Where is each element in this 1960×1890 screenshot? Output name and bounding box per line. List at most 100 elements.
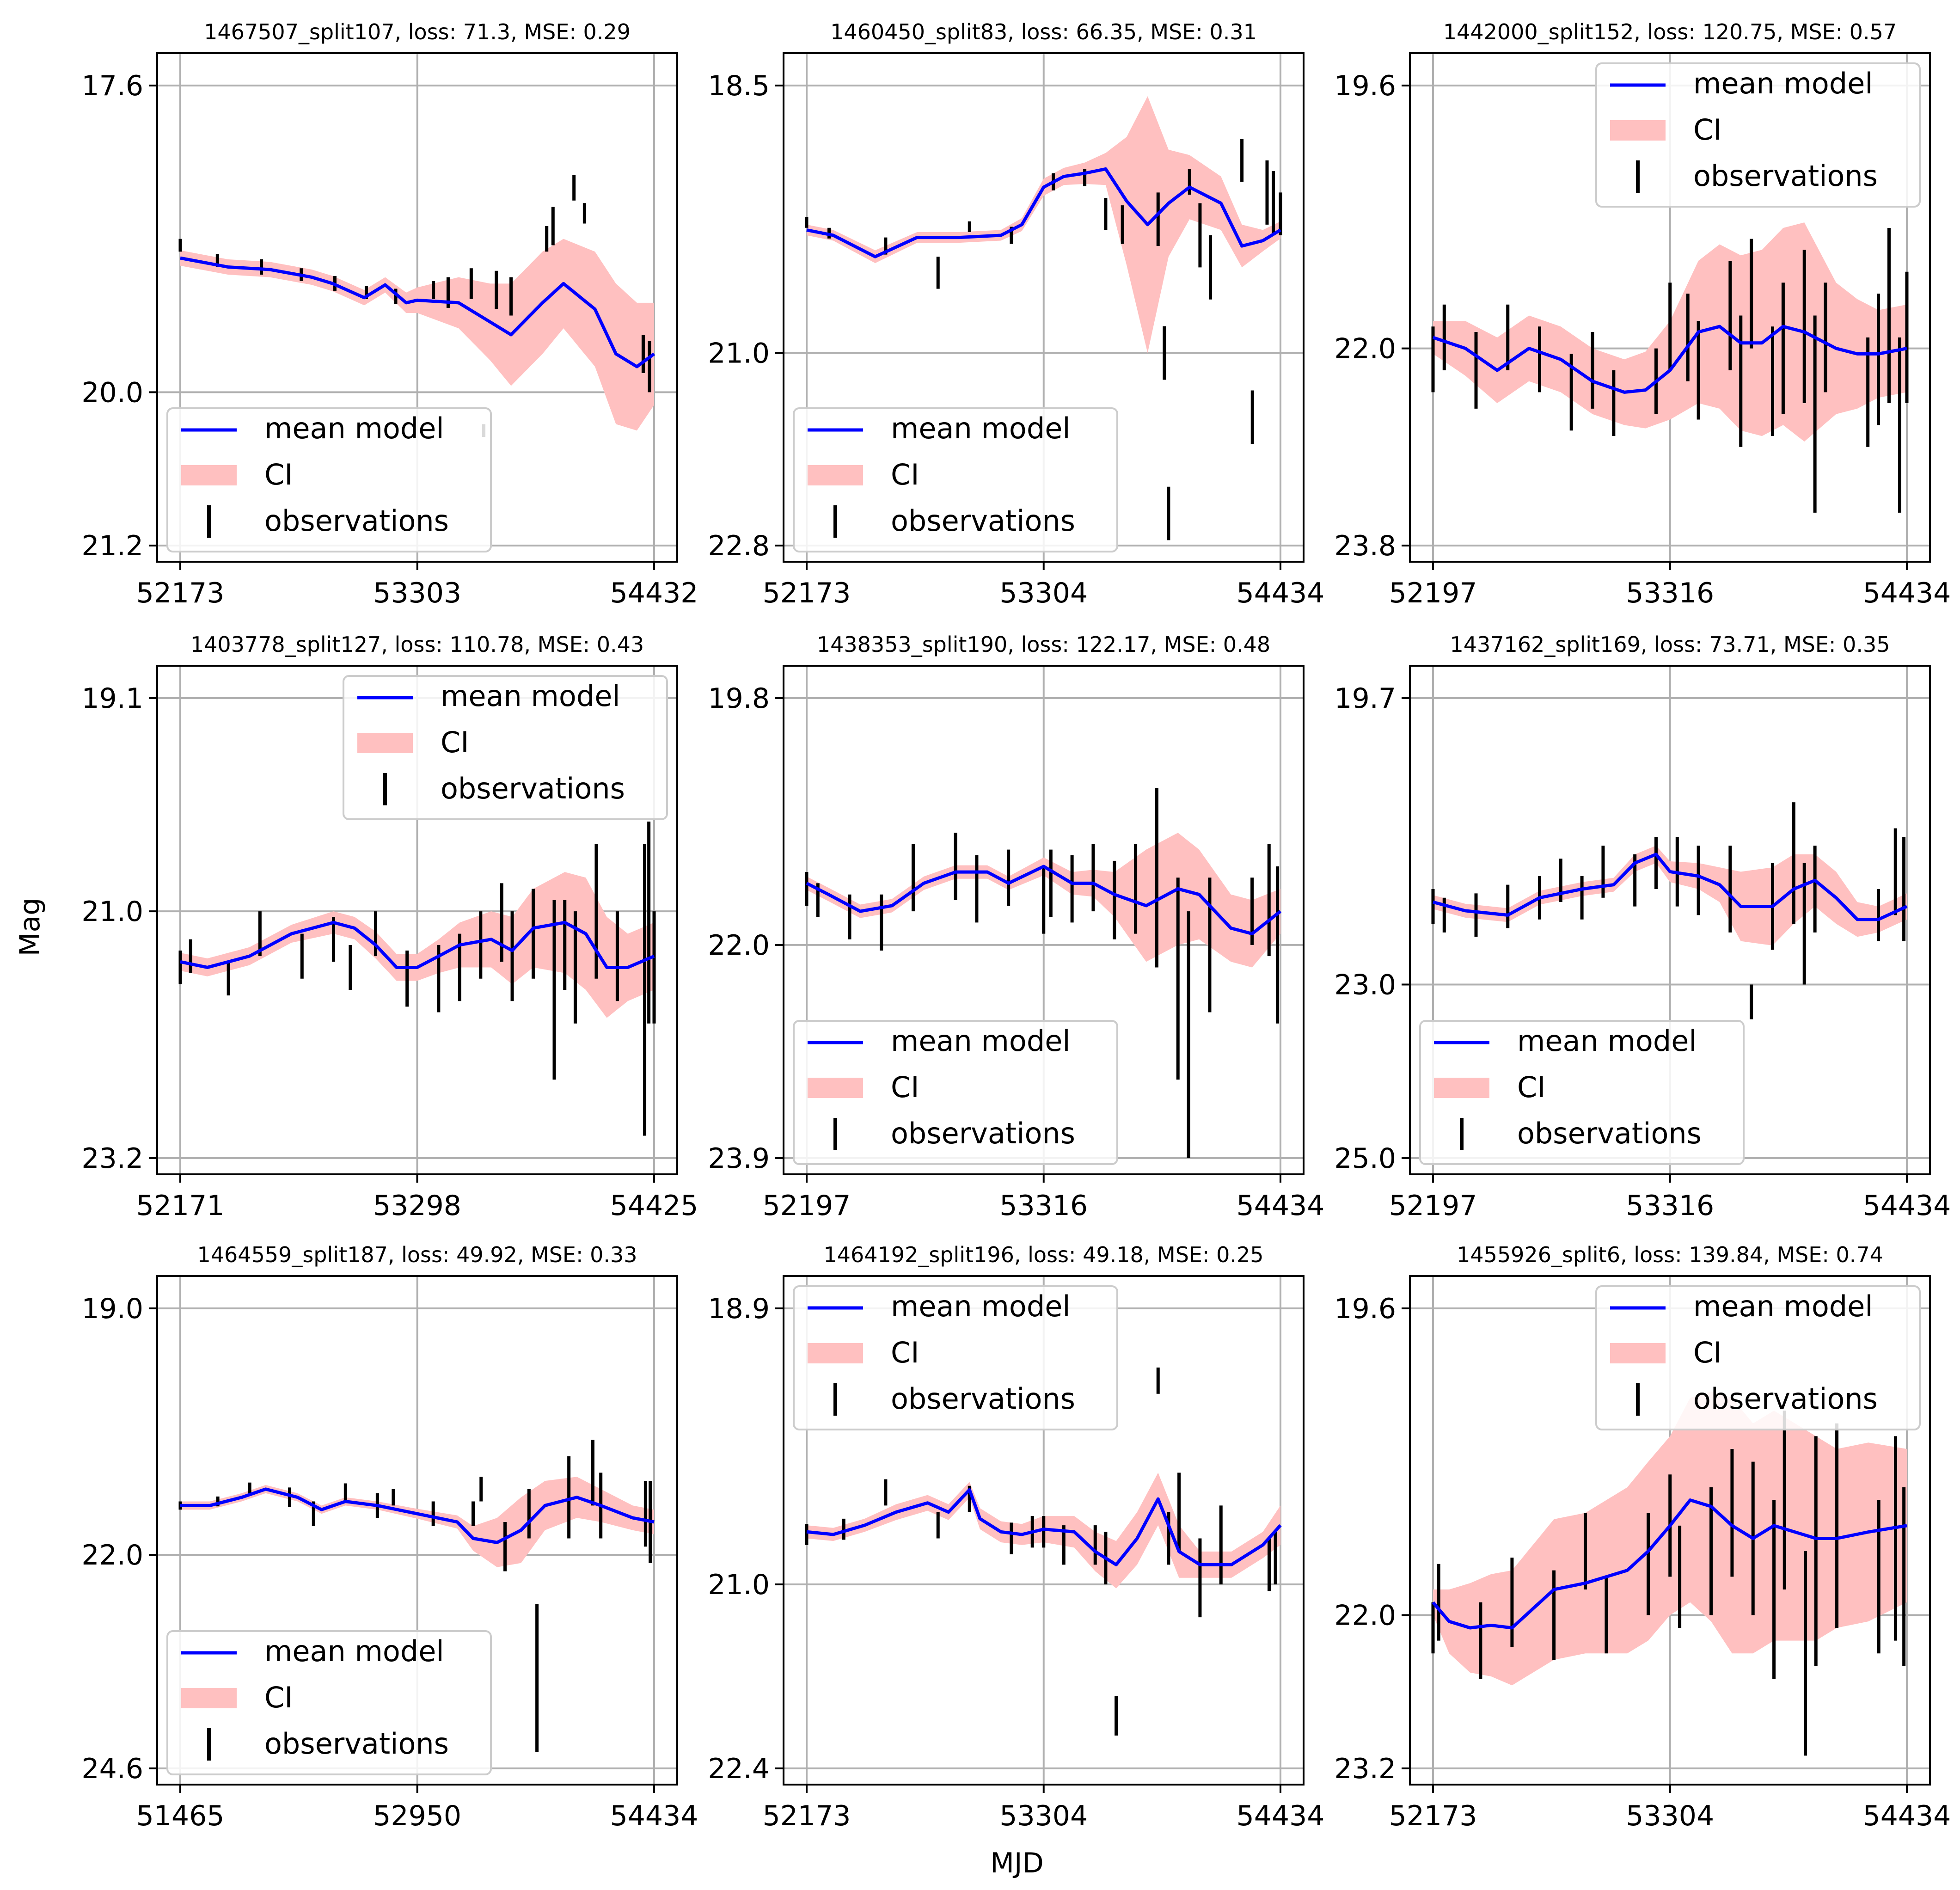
y-tick-label: 25.0 [1334, 1142, 1396, 1175]
legend-ci-swatch [808, 1343, 863, 1363]
x-tick-label: 54434 [1863, 1800, 1951, 1832]
y-tick-label: 19.0 [81, 1293, 143, 1325]
legend-ci-label: CI [441, 725, 469, 759]
legend: mean model CI observations [793, 407, 1118, 552]
ci-band [1433, 846, 1907, 946]
legend-ci-swatch [357, 733, 413, 753]
legend: mean model CI observations [793, 1020, 1118, 1165]
chart-title: 1464559_split187, loss: 49.92, MSE: 0.33 [197, 1242, 637, 1267]
chart-title: 1442000_split152, loss: 120.75, MSE: 0.5… [1443, 19, 1897, 44]
chart-panel-3: 1442000_split152, loss: 120.75, MSE: 0.5… [1334, 19, 1951, 609]
legend-ci-swatch [808, 465, 863, 485]
legend-mean-label: mean model [1693, 67, 1873, 100]
axes-frame [783, 1275, 1305, 1786]
axes-frame [156, 1275, 678, 1786]
figure-xlabel: MJD [990, 1847, 1044, 1879]
y-tick-label: 22.4 [708, 1753, 770, 1785]
ci-band [180, 872, 654, 1018]
legend-mean-label: mean model [1693, 1289, 1873, 1323]
x-tick-label: 52197 [763, 1190, 851, 1222]
chart-title: 1437162_split169, loss: 73.71, MSE: 0.35 [1450, 632, 1890, 657]
x-tick-label: 53304 [999, 577, 1088, 609]
y-tick-label: 19.8 [708, 682, 770, 715]
legend: mean model CI observations [1595, 1285, 1921, 1430]
legend-mean-label: mean model [264, 411, 444, 445]
axes-frame [1409, 1275, 1931, 1786]
legend-box [793, 1020, 1118, 1165]
legend-box [166, 1630, 492, 1775]
ci-band [180, 239, 654, 431]
legend-ci-swatch [1610, 1343, 1666, 1363]
x-tick-label: 54434 [610, 1800, 698, 1832]
y-tick-label: 22.0 [708, 929, 770, 962]
axes-frame [156, 665, 678, 1175]
y-tick-label: 19.7 [1334, 682, 1396, 715]
chart-panel-6: 1437162_split169, loss: 73.71, MSE: 0.35… [1334, 632, 1951, 1222]
chart-panel-1: 1467507_split107, loss: 71.3, MSE: 0.29 5… [81, 19, 698, 609]
x-tick-label: 54432 [610, 577, 698, 609]
mean-model-line [180, 920, 655, 969]
y-tick-label: 21.2 [81, 530, 143, 562]
mean-model-line [180, 256, 655, 368]
x-tick-label: 53304 [1626, 1800, 1714, 1832]
y-tick-label: 23.9 [708, 1142, 770, 1175]
y-tick-label: 23.0 [1334, 969, 1396, 1001]
x-tick-label: 52171 [136, 1190, 225, 1222]
x-tick-label: 52173 [763, 1800, 851, 1832]
y-tick-label: 22.0 [1334, 333, 1396, 365]
y-tick-label: 24.6 [81, 1753, 143, 1785]
figure-ylabel: Mag [14, 898, 46, 957]
panels: 1467507_split107, loss: 71.3, MSE: 0.29 5… [81, 19, 1951, 1832]
chart-panel-2: 1460450_split83, loss: 66.35, MSE: 0.31 5… [708, 19, 1324, 609]
y-tick-label: 18.9 [708, 1293, 770, 1325]
x-tick-label: 52950 [373, 1800, 461, 1832]
mean-model-line [1433, 853, 1908, 921]
legend-box [166, 407, 492, 552]
mean-model-line [1432, 1498, 1907, 1630]
legend-observation-label: observations [891, 1382, 1075, 1416]
legend-mean-label: mean model [891, 1024, 1071, 1058]
chart-panel-8: 1464192_split196, loss: 49.18, MSE: 0.25… [708, 1242, 1324, 1832]
x-tick-label: 53316 [1626, 577, 1714, 609]
y-tick-label: 23.8 [1334, 530, 1396, 562]
legend-ci-swatch [1434, 1078, 1489, 1098]
legend-ci-label: CI [1517, 1070, 1546, 1104]
mean-model-line [180, 1487, 655, 1544]
legend: mean model CI observations [1595, 62, 1921, 208]
legend-box [793, 1285, 1118, 1430]
x-tick-label: 54434 [1863, 1190, 1951, 1222]
legend-ci-swatch [181, 1688, 237, 1708]
x-tick-label: 53316 [999, 1190, 1088, 1222]
x-tick-label: 52173 [1389, 1800, 1477, 1832]
x-tick-label: 52173 [763, 577, 851, 609]
ci-band [807, 833, 1280, 968]
x-tick-label: 53304 [999, 1800, 1088, 1832]
chart-panel-5: 1438353_split190, loss: 122.17, MSE: 0.4… [708, 632, 1324, 1222]
x-tick-label: 53298 [373, 1190, 461, 1222]
legend-observation-label: observations [891, 504, 1075, 538]
y-tick-label: 21.0 [708, 1569, 770, 1601]
legend-ci-label: CI [264, 1681, 293, 1714]
chart-panel-7: 1464559_split187, loss: 49.92, MSE: 0.33… [81, 1242, 698, 1832]
x-tick-label: 54434 [1237, 1800, 1325, 1832]
x-tick-label: 54434 [1237, 577, 1325, 609]
legend-box [1595, 1285, 1921, 1430]
axes-frame [1409, 52, 1931, 563]
legend-observation-label: observations [264, 1727, 449, 1761]
y-tick-label: 19.1 [81, 682, 143, 715]
chart-title: 1464192_split196, loss: 49.18, MSE: 0.25 [823, 1242, 1263, 1267]
mean-model-line [806, 167, 1281, 258]
legend-ci-label: CI [891, 1336, 919, 1369]
chart-panel-9: 1455926_split6, loss: 139.84, MSE: 0.74 5… [1334, 1242, 1951, 1832]
chart-panel-4: 1403778_split127, loss: 110.78, MSE: 0.4… [81, 632, 698, 1222]
legend-ci-swatch [1610, 120, 1666, 141]
chart-title: 1403778_split127, loss: 110.78, MSE: 0.4… [190, 632, 644, 657]
legend-ci-swatch [181, 465, 237, 485]
x-tick-label: 53303 [373, 577, 461, 609]
legend: mean model CI observations [343, 675, 668, 820]
chart-title: 1455926_split6, loss: 139.84, MSE: 0.74 [1457, 1242, 1883, 1267]
axes-frame [1409, 665, 1931, 1175]
mean-model-line [1432, 325, 1907, 394]
x-tick-label: 53316 [1626, 1190, 1714, 1222]
